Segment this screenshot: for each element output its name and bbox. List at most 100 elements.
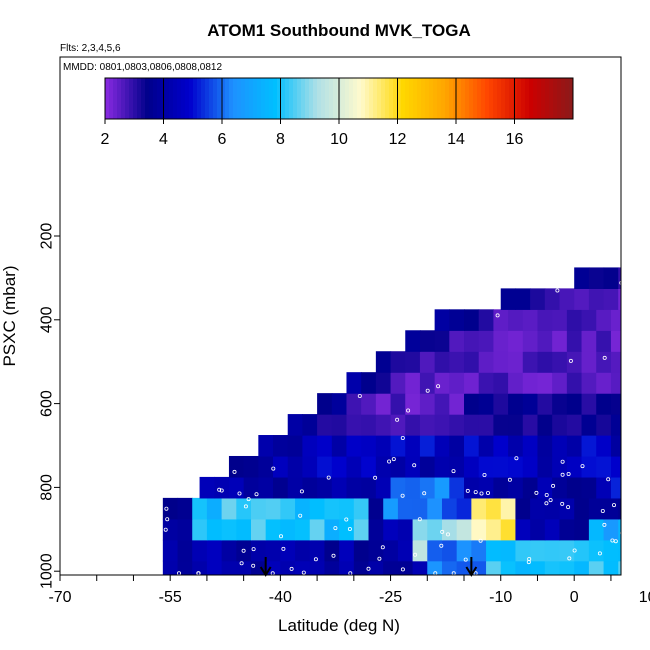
- heatmap-cell: [544, 288, 561, 310]
- heatmap-cell: [449, 351, 465, 373]
- heatmap-cell: [464, 372, 480, 394]
- heatmap-cell: [566, 309, 583, 331]
- heatmap-cell: [596, 435, 612, 457]
- heatmap-cell: [228, 476, 245, 499]
- colorbar-segment: [137, 78, 142, 119]
- heatmap-cell: [522, 455, 539, 478]
- heatmap-cell: [346, 414, 362, 436]
- heatmap-cell: [324, 560, 340, 575]
- heatmap-cell: [603, 267, 619, 289]
- heatmap-cell: [574, 560, 590, 575]
- observation-marker: [251, 563, 256, 568]
- colorbar-segment: [349, 78, 354, 119]
- colorbar-segment: [153, 78, 158, 119]
- heatmap-cell: [603, 497, 619, 520]
- heatmap-cell: [515, 560, 531, 575]
- heatmap-cell: [295, 497, 311, 520]
- colorbar-segment: [569, 78, 574, 119]
- heatmap-cell: [493, 414, 509, 436]
- heatmap-cell: [544, 518, 561, 541]
- colorbar-segment: [205, 78, 210, 119]
- heatmap-cell: [478, 372, 494, 394]
- colorbar-segment: [489, 78, 494, 119]
- colorbar-segment: [185, 78, 190, 119]
- heatmap-cell: [353, 497, 370, 520]
- heatmap-cell: [544, 497, 561, 520]
- heatmap-cell: [258, 476, 274, 499]
- heatmap-cell: [626, 330, 641, 352]
- heatmap-cell: [471, 539, 487, 562]
- heatmap-cell: [618, 497, 621, 520]
- heatmap-cell: [419, 455, 436, 478]
- colorbar-segment: [561, 78, 566, 119]
- observation-marker: [602, 355, 607, 360]
- heatmap-cell: [434, 330, 450, 352]
- heatmap-cell: [441, 539, 458, 562]
- heatmap-cell: [464, 309, 480, 331]
- colorbar-segment: [513, 78, 518, 119]
- heatmap-cell: [618, 539, 621, 562]
- heatmap-cell: [515, 539, 531, 562]
- x-tick-label: -70: [48, 589, 71, 606]
- observation-marker: [566, 505, 571, 510]
- heatmap-cell: [588, 518, 605, 541]
- heatmap-cell: [581, 330, 597, 352]
- heatmap-cell: [588, 560, 605, 575]
- heatmap-cell: [177, 539, 193, 562]
- heatmap-cell: [626, 435, 641, 457]
- colorbar-segment: [309, 78, 314, 119]
- heatmap-cell: [537, 351, 553, 373]
- x-tick-label: 0: [570, 589, 579, 606]
- heatmap-cell: [508, 372, 524, 394]
- colorbar-segment: [401, 78, 406, 119]
- heatmap-cell: [434, 351, 450, 373]
- heatmap-cell: [618, 560, 621, 575]
- heatmap-cell: [258, 455, 274, 478]
- heatmap-cell: [530, 518, 546, 541]
- heatmap-cell: [522, 309, 539, 331]
- observation-marker: [463, 557, 468, 562]
- heatmap-cell: [324, 539, 340, 562]
- heatmap-cell: [353, 518, 370, 541]
- colorbar-segment: [449, 78, 454, 119]
- heatmap-cell: [500, 497, 517, 520]
- colorbar-segment: [405, 78, 410, 119]
- colorbar-segment: [301, 78, 306, 119]
- colorbar-segment: [265, 78, 270, 119]
- heatmap-cell: [552, 351, 568, 373]
- observation-marker: [164, 506, 169, 511]
- heatmap-cell: [206, 497, 223, 520]
- colorbar-segment: [289, 78, 294, 119]
- heatmap-cell: [603, 539, 619, 562]
- colorbar-segment: [313, 78, 318, 119]
- observation-marker: [482, 472, 487, 477]
- heatmap-cell: [493, 351, 509, 373]
- heatmap-cell: [375, 476, 392, 499]
- heatmap-cell: [610, 414, 621, 436]
- heatmap-cell: [390, 435, 406, 457]
- colorbar-segment: [493, 78, 498, 119]
- heatmap-cell: [493, 309, 509, 331]
- heatmap-cell: [250, 539, 267, 562]
- colorbar-segment: [281, 78, 286, 119]
- heatmap-cell: [449, 435, 465, 457]
- heatmap-cell: [375, 414, 392, 436]
- heatmap-cell: [302, 414, 318, 436]
- colorbar-segment: [393, 78, 398, 119]
- y-tick-label: 800: [39, 474, 56, 501]
- colorbar-segment: [217, 78, 222, 119]
- heatmap-cell: [596, 476, 612, 499]
- heatmap-cell: [236, 518, 252, 541]
- observation-marker: [622, 546, 625, 549]
- observation-marker: [548, 498, 553, 503]
- heatmap-cell: [566, 414, 583, 436]
- heatmap-cell: [596, 309, 612, 331]
- observation-marker: [600, 508, 605, 513]
- colorbar-segment: [141, 78, 146, 119]
- heatmap-cell: [390, 372, 406, 394]
- heatmap-cell: [419, 372, 436, 394]
- colorbar-segment: [273, 78, 278, 119]
- heatmap-cell: [464, 476, 480, 499]
- heatmap-cell: [273, 476, 289, 499]
- heatmap-cell: [552, 476, 568, 499]
